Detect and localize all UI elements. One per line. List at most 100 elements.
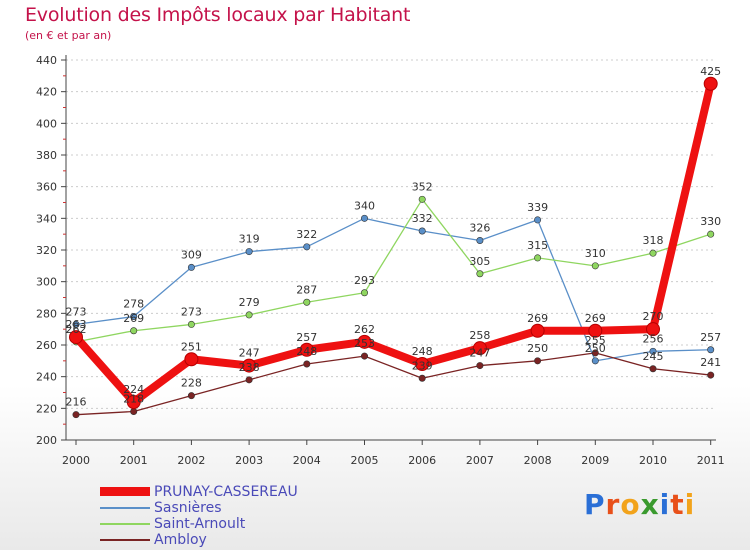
y-tick-label-440: 440 (36, 54, 57, 67)
series-0-label-2010: 270 (643, 310, 664, 323)
series-2-point-2009 (591, 262, 599, 270)
series-1-point-2011 (707, 346, 715, 354)
series-0-label-2002: 251 (181, 340, 202, 353)
y-tick-label-260: 260 (36, 339, 57, 352)
y-tick-label-420: 420 (36, 86, 57, 99)
series-3-point-2001 (130, 407, 138, 415)
series-0-point-2003 (242, 358, 257, 373)
chart-subtitle: (en € et par an) (25, 29, 112, 42)
series-2-point-2002 (187, 320, 195, 328)
legend-item-ambloy: Ambloy (100, 532, 360, 548)
logo-letter: x (640, 488, 660, 521)
series-0-label-2004: 257 (296, 331, 317, 344)
series-0-label-2003: 247 (239, 347, 260, 360)
legend-label-sasnieres: Sasnières (154, 500, 222, 516)
series-3-label-2005: 253 (354, 337, 375, 350)
series-2-label-2006: 352 (412, 180, 433, 193)
series-2-label-2007: 305 (469, 255, 490, 268)
series-0-label-2008: 269 (527, 312, 548, 325)
y-tick-label-340: 340 (36, 212, 57, 225)
legend-item-prunay: PRUNAY-CASSEREAU (100, 484, 360, 500)
x-axis-ticks: 2000 2001 2002 2003 2004 2005 2006 2007 2008 2009… (62, 440, 725, 467)
series-3-point-2004 (303, 360, 311, 368)
logo-letter: P (584, 488, 606, 521)
y-tick-label-300: 300 (36, 276, 57, 289)
y-tick-label-200: 200 (36, 434, 57, 447)
y-tick-label-400: 400 (36, 117, 57, 130)
series-2-label-2001: 269 (123, 312, 144, 325)
series-0-point-2011 (703, 76, 718, 91)
legend-swatch-prunay (100, 487, 150, 496)
series-3-label-2003: 238 (239, 361, 260, 374)
series-1-point-2002 (187, 263, 195, 271)
grid-lines (66, 59, 716, 409)
series-lines (69, 76, 718, 419)
series-3-label-2000: 216 (66, 396, 87, 409)
series-line-0 (72, 79, 715, 406)
series-2-point-2006 (418, 195, 426, 203)
series-1-label-2010: 256 (643, 332, 664, 345)
series-1-label-2006: 332 (412, 212, 433, 225)
series-2-point-2001 (130, 327, 138, 335)
series-3-point-2002 (187, 392, 195, 400)
series-3-label-2002: 228 (181, 377, 202, 390)
x-tick-label-2000: 2000 (62, 454, 90, 467)
series-1-label-2011: 257 (700, 331, 721, 344)
series-0-label-2005: 262 (354, 323, 375, 336)
y-tick-label-240: 240 (36, 371, 57, 384)
series-0-label-2000: 263 (66, 318, 87, 331)
series-3-label-2009: 255 (585, 334, 606, 347)
series-0-point-2004 (299, 342, 314, 357)
series-3-label-2004: 248 (296, 345, 317, 358)
series-3-label-2010: 245 (643, 350, 664, 363)
series-3-label-2008: 250 (527, 342, 548, 355)
x-tick-label-2010: 2010 (639, 454, 667, 467)
logo-letter: i (684, 488, 696, 521)
series-0-point-2009 (588, 323, 603, 338)
x-tick-label-2005: 2005 (351, 454, 379, 467)
x-tick-label-2011: 2011 (697, 454, 725, 467)
series-1-label-2002: 309 (181, 248, 202, 261)
series-0-label-2009: 269 (585, 312, 606, 325)
series-1-label-2005: 340 (354, 199, 375, 212)
series-1-point-2007 (476, 237, 484, 245)
x-tick-label-2008: 2008 (524, 454, 552, 467)
series-2-point-2005 (360, 289, 368, 297)
x-tick-label-2002: 2002 (177, 454, 205, 467)
legend-swatch-saint-arnoult (100, 523, 150, 525)
series-2-label-2011: 330 (700, 215, 721, 228)
series-2-point-2007 (476, 270, 484, 278)
series-3-label-2006: 239 (412, 359, 433, 372)
series-1-point-2004 (303, 243, 311, 251)
series-1-point-2010 (649, 347, 657, 355)
series-2-label-2005: 293 (354, 274, 375, 287)
series-3-label-2001: 218 (123, 393, 144, 406)
series-line-1 (75, 217, 712, 362)
legend-label-prunay: PRUNAY-CASSEREAU (154, 484, 298, 500)
series-0-point-2000 (69, 330, 83, 345)
series-3-point-2006 (418, 374, 426, 382)
series-3-point-2005 (360, 352, 368, 360)
series-2-point-2011 (707, 230, 715, 238)
series-3-label-2007: 247 (469, 347, 490, 360)
series-1-point-2009 (591, 357, 599, 365)
y-tick-label-220: 220 (36, 402, 57, 415)
logo-letter: r (605, 488, 621, 521)
logo-letter: t (670, 488, 685, 521)
series-line-2 (75, 198, 712, 343)
legend-swatch-sasnieres (100, 507, 150, 509)
series-2-label-2004: 287 (296, 283, 317, 296)
x-tick-label-2004: 2004 (293, 454, 321, 467)
series-1-point-2000 (72, 320, 80, 328)
x-tick-label-2001: 2001 (120, 454, 148, 467)
series-0-point-2002 (184, 352, 199, 367)
series-2-label-2002: 273 (181, 305, 202, 318)
proxiti-logo: Proxiti (584, 488, 695, 521)
series-0-point-2008 (530, 323, 545, 338)
series-3-point-2011 (707, 371, 715, 379)
legend-swatch-ambloy (100, 539, 150, 541)
series-3-point-2009 (591, 349, 599, 357)
series-1-point-2006 (418, 227, 426, 235)
y-tick-label-280: 280 (36, 307, 57, 320)
